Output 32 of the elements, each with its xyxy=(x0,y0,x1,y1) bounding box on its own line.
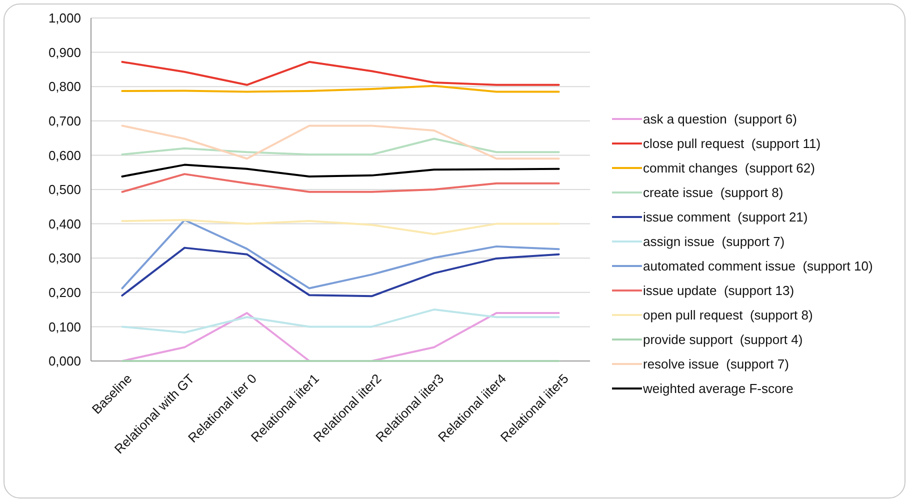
legend-label: assign issue (support 7) xyxy=(643,234,785,250)
legend-label: provide support (support 4) xyxy=(643,332,803,348)
legend-label: open pull request (support 8) xyxy=(643,308,813,323)
y-tick-label: 0,800 xyxy=(48,79,81,94)
y-tick-label: 0,000 xyxy=(48,354,81,369)
y-tick-label: 0,400 xyxy=(48,216,81,232)
legend-label: close pull request (support 11) xyxy=(643,136,821,152)
y-tick-label: 1,000 xyxy=(48,10,81,26)
legend-label: issue comment (support 21) xyxy=(643,210,808,225)
line-series xyxy=(121,308,560,334)
legend-label: issue update (support 13) xyxy=(643,283,794,298)
legend-label: ask a question (support 6) xyxy=(643,112,797,127)
y-tick-label: 0,700 xyxy=(48,113,81,128)
line-series xyxy=(121,124,560,160)
line-series xyxy=(121,173,560,193)
line-series xyxy=(121,246,560,298)
legend-label: commit changes (support 62) xyxy=(643,160,815,176)
line-series xyxy=(121,219,560,290)
y-tick-label: 0,200 xyxy=(48,284,81,300)
y-tick-label: 0,500 xyxy=(48,182,81,198)
y-tick-label: 0,100 xyxy=(48,319,81,334)
y-tick-label: 0,600 xyxy=(48,148,81,163)
line-series xyxy=(121,60,560,86)
y-tick-label: 0,300 xyxy=(48,250,81,266)
legend-label: weighted average F-score xyxy=(642,381,794,396)
line-series xyxy=(121,219,560,236)
legend-label: resolve issue (support 7) xyxy=(643,356,789,372)
y-tick-label: 0,900 xyxy=(48,44,81,60)
line-series xyxy=(121,164,560,178)
legend-label: automated comment issue (support 10) xyxy=(643,258,873,274)
legend-label: create issue (support 8) xyxy=(643,185,784,200)
line-series xyxy=(121,138,560,156)
